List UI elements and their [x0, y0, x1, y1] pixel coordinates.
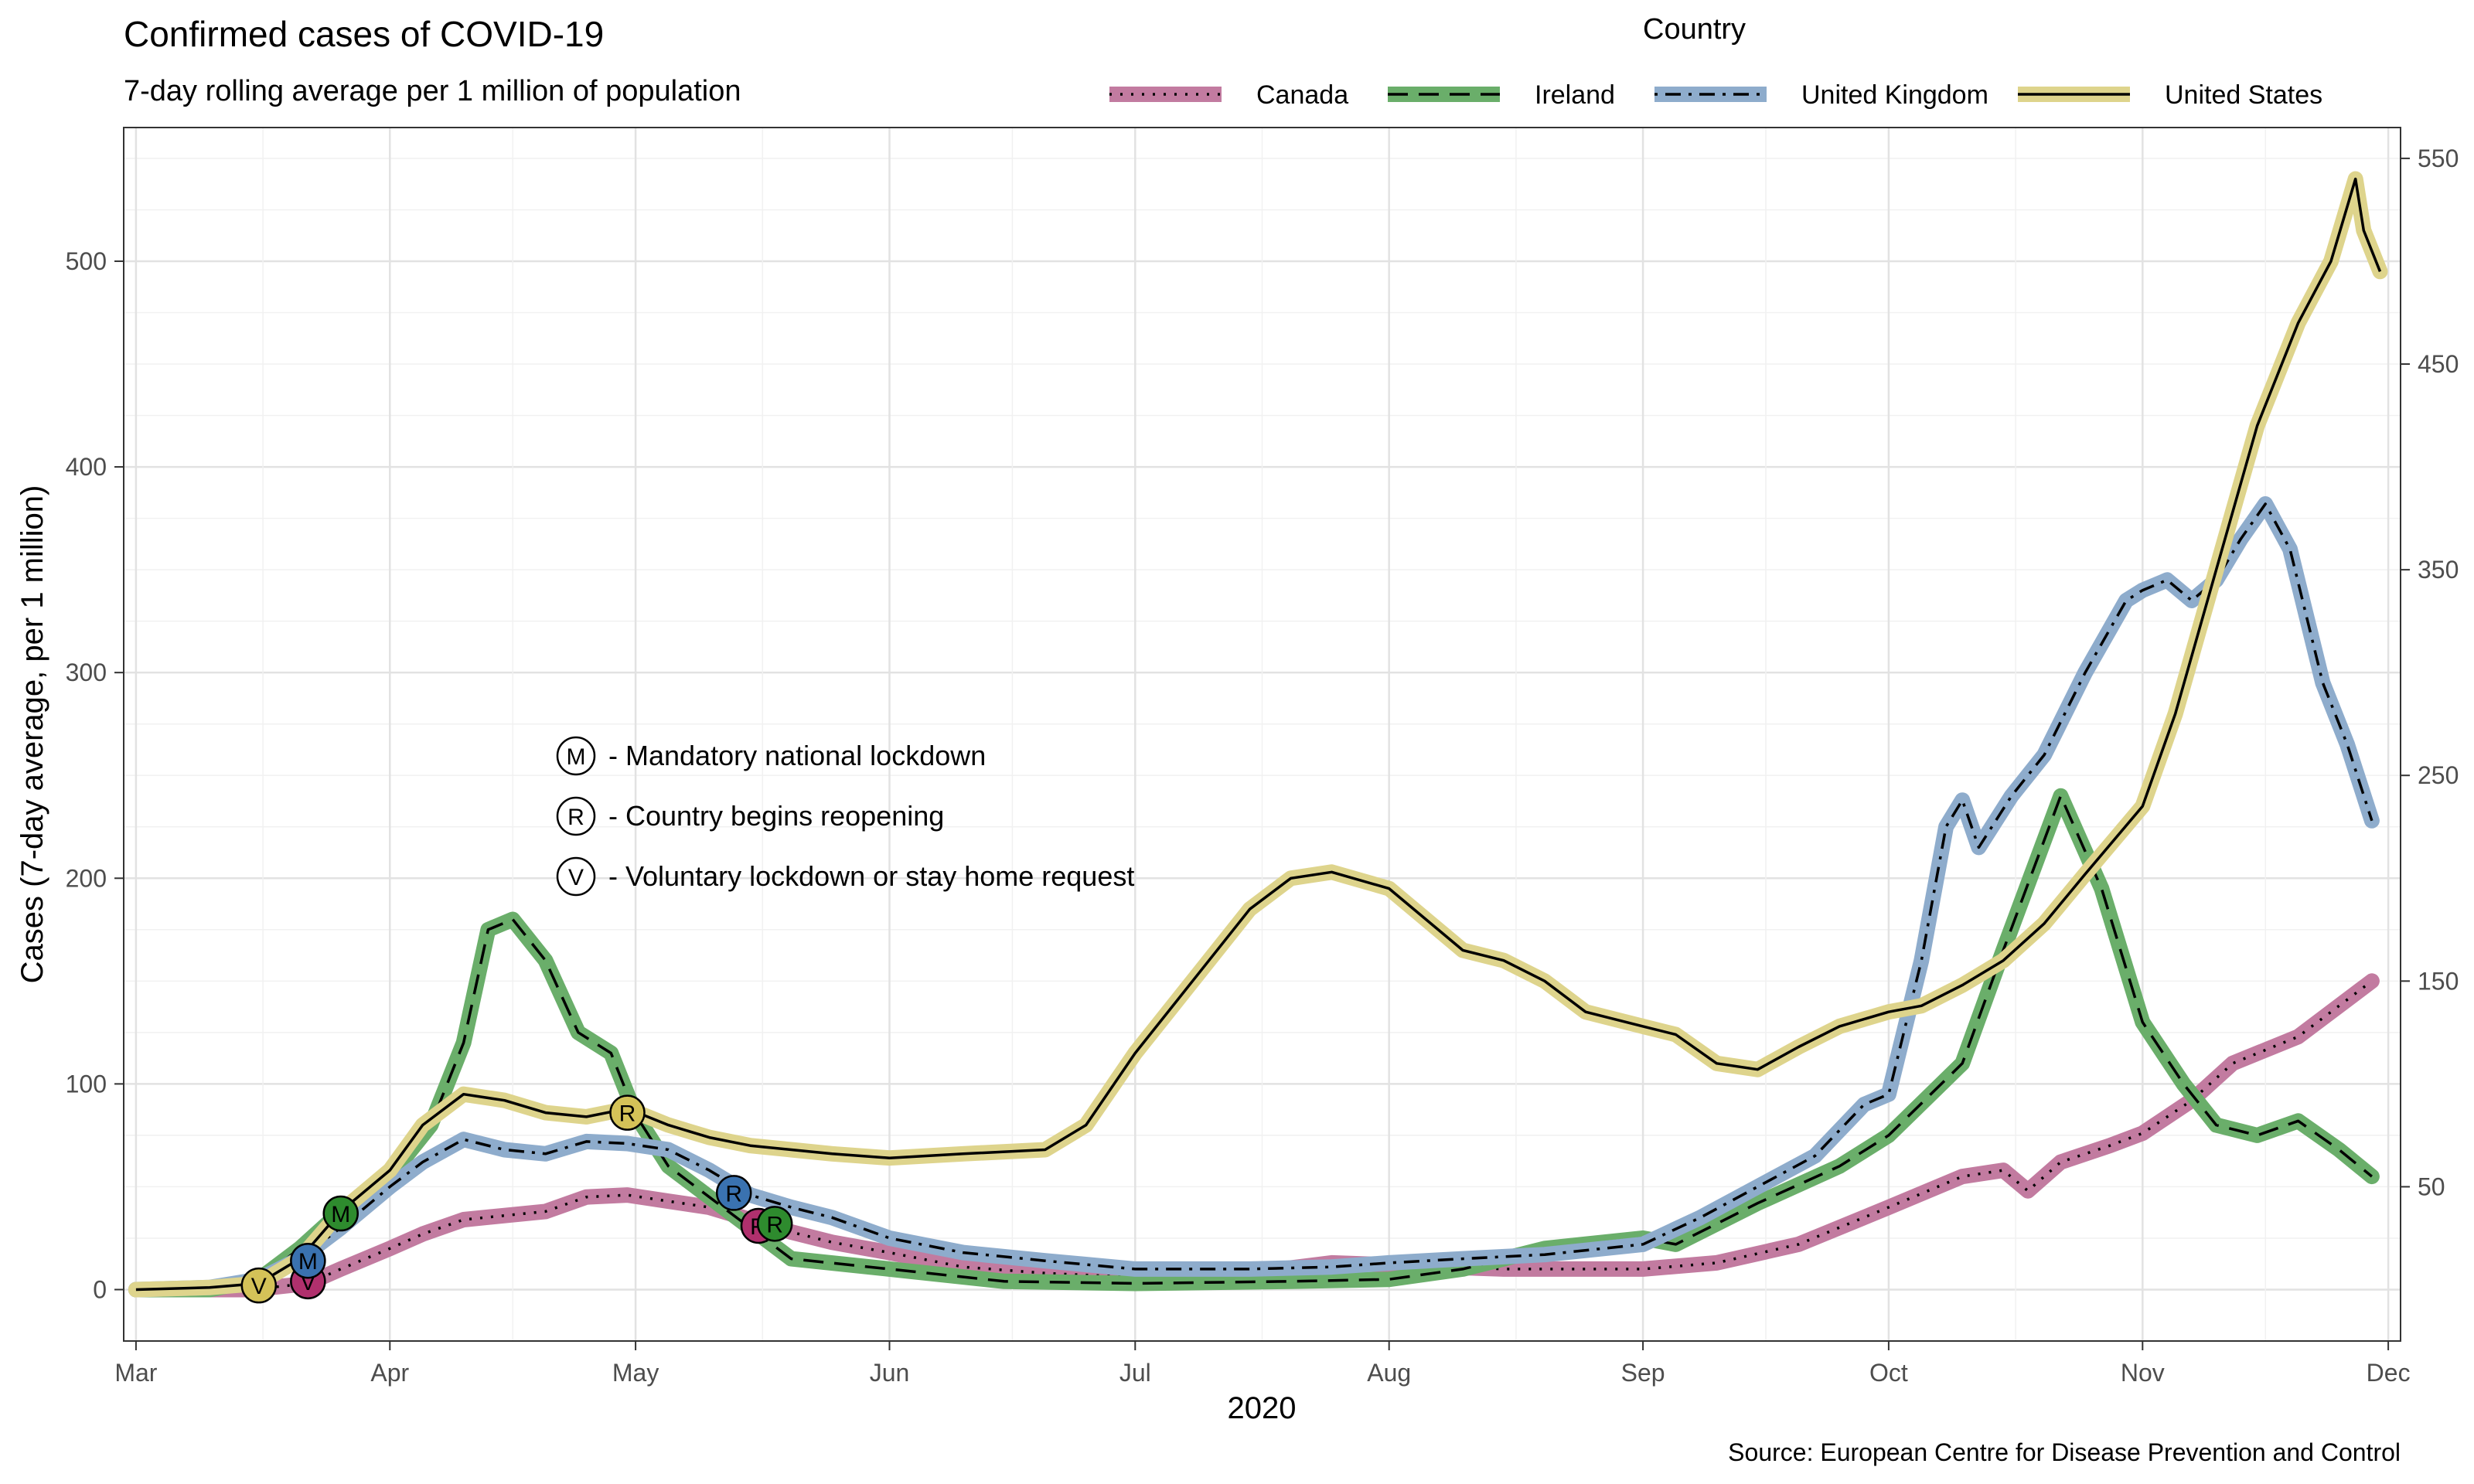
- legend-item: United States: [2018, 80, 2322, 110]
- legend-item: Ireland: [1388, 80, 1615, 110]
- marker-circle: [715, 1175, 752, 1211]
- y2-tick-label: 450: [2418, 350, 2459, 378]
- x-tick-label: Mar: [114, 1359, 157, 1387]
- annotation-row: R - Country begins reopening: [556, 796, 944, 836]
- event-marker: R: [715, 1175, 752, 1211]
- series-line: [135, 502, 2373, 1292]
- annotation-row: V - Voluntary lockdown or stay home reque…: [556, 856, 1134, 897]
- y2-tick-label: 250: [2418, 761, 2459, 789]
- event-marker: R: [609, 1094, 646, 1131]
- series-united-states: [128, 171, 2388, 1298]
- y2-tick-label: 150: [2418, 967, 2459, 995]
- annotation-symbol: [556, 856, 596, 897]
- chart-subtitle: 7-day rolling average per 1 million of p…: [124, 75, 741, 107]
- chart-title: Confirmed cases of COVID-19: [124, 14, 604, 54]
- series-line: [135, 795, 2373, 1292]
- x-tick-label: Dec: [2367, 1359, 2411, 1387]
- legend-label: Canada: [1256, 80, 1348, 110]
- event-marker: R: [756, 1206, 793, 1242]
- legend-label: Ireland: [1535, 80, 1615, 110]
- marker-layer: VVMMRRRR: [240, 1094, 793, 1304]
- series-layer: [128, 171, 2388, 1298]
- x-tick-label: Apr: [370, 1359, 409, 1387]
- y2-tick-label: 350: [2418, 556, 2459, 584]
- marker-label: R: [725, 1181, 742, 1207]
- axes: 0 100 200 300 400 500 50 150 250 350 450 550 Mar Apr M…: [66, 145, 2459, 1387]
- x-tick-label: Sep: [1621, 1359, 1665, 1387]
- annotation-text: - Mandatory national lockdown: [608, 740, 986, 771]
- x-tick-label: May: [612, 1359, 659, 1387]
- x-tick-label: Nov: [2121, 1359, 2165, 1387]
- x-axis-label: 2020: [1228, 1391, 1297, 1425]
- series-ireland: [128, 788, 2380, 1298]
- marker-circle: [240, 1267, 278, 1304]
- marker-label: R: [766, 1212, 783, 1237]
- x-tick-label: Jun: [870, 1359, 910, 1387]
- y-tick-label: 0: [93, 1275, 107, 1303]
- marker-label: V: [251, 1274, 267, 1299]
- annotation-symbol-label: M: [567, 744, 586, 770]
- y-tick-label: 300: [66, 659, 107, 686]
- legend: Canada Ireland United Kingdom United States: [1109, 80, 2322, 110]
- annotation-symbol-label: V: [568, 865, 584, 890]
- marker-circle: [290, 1242, 326, 1279]
- annotation-symbol: [556, 736, 596, 776]
- legend-item: United Kingdom: [1654, 80, 1988, 110]
- marker-circle: [609, 1094, 646, 1131]
- legend-item: Canada: [1109, 80, 1348, 110]
- event-marker: M: [290, 1242, 326, 1279]
- marker-label: M: [331, 1202, 350, 1227]
- series-line: [135, 177, 2382, 1292]
- series-line: [135, 979, 2373, 1292]
- event-marker: M: [322, 1195, 359, 1232]
- plot-border: [123, 127, 2401, 1342]
- y-tick-label: 400: [66, 453, 107, 481]
- x-tick-label: Jul: [1119, 1359, 1151, 1387]
- y-axis-label: Cases (7-day average, per 1 million): [15, 485, 49, 984]
- annotation-key: M - Mandatory national lockdown R - Country…: [556, 736, 1134, 897]
- legend-label: United States: [2165, 80, 2322, 110]
- event-marker: V: [240, 1267, 278, 1304]
- marker-circle: [756, 1206, 793, 1242]
- y2-tick-label: 50: [2418, 1173, 2445, 1200]
- y-tick-label: 200: [66, 864, 107, 892]
- annotation-symbol-label: R: [567, 805, 584, 830]
- y-tick-label: 100: [66, 1070, 107, 1098]
- legend-label: United Kingdom: [1801, 80, 1988, 110]
- marker-label: M: [298, 1249, 318, 1275]
- y2-tick-label: 550: [2418, 145, 2459, 172]
- x-tick-label: Oct: [1869, 1359, 1908, 1387]
- annotation-row: M - Mandatory national lockdown: [556, 736, 986, 776]
- series-united-kingdom: [128, 496, 2380, 1298]
- x-tick-label: Aug: [1367, 1359, 1411, 1387]
- legend-title: Country: [1643, 13, 1746, 46]
- y-tick-label: 500: [66, 247, 107, 275]
- annotation-text: - Country begins reopening: [608, 800, 944, 832]
- annotation-text: - Voluntary lockdown or stay home reques…: [608, 860, 1134, 892]
- source-note: Source: European Centre for Disease Prev…: [1728, 1438, 2401, 1466]
- annotation-symbol: [556, 796, 596, 836]
- marker-circle: [322, 1195, 359, 1232]
- marker-label: R: [619, 1101, 636, 1127]
